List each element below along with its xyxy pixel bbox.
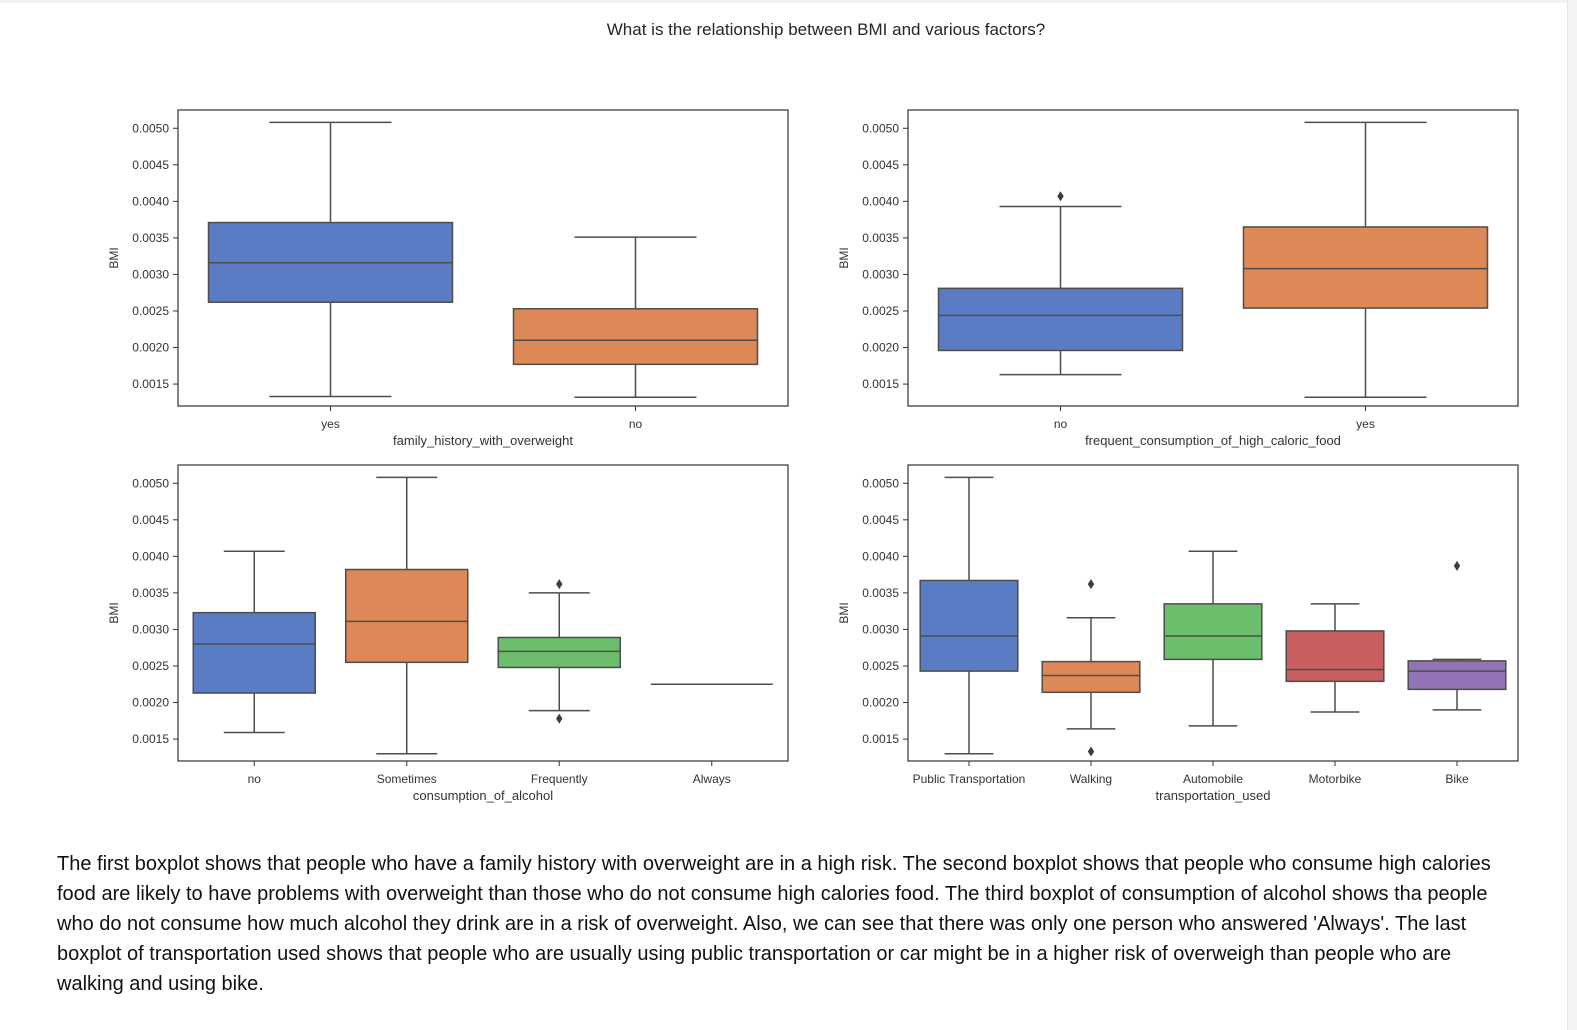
y-tick-label: 0.0025	[862, 659, 899, 673]
y-tick-label: 0.0035	[862, 231, 899, 245]
outlier-point	[1087, 746, 1095, 757]
x-axis-label: family_history_with_overweight	[393, 433, 573, 448]
y-tick-label: 0.0015	[132, 732, 169, 746]
outlier-point	[556, 713, 563, 724]
box	[1041, 660, 1141, 694]
x-tick-label: yes	[321, 417, 340, 431]
x-tick-label: Motorbike	[1309, 772, 1362, 786]
figure: What is the relationship between BMI and…	[107, 20, 1519, 803]
y-tick-label: 0.0040	[132, 194, 169, 208]
boxplot-high-caloric-food: 0.0015 0.0020 0.0025 0.0030 0.0035 0.0040 0.00…	[837, 109, 1519, 448]
plot-frame	[177, 464, 789, 762]
outlier-point	[1453, 560, 1461, 571]
y-tick-label: 0.0020	[132, 341, 169, 355]
y-axis-label: BMI	[107, 602, 121, 623]
x-tick-label: Always	[693, 772, 731, 786]
y-tick-label: 0.0015	[862, 732, 899, 746]
y-tick-label: 0.0015	[862, 377, 899, 391]
y-tick-label: 0.0045	[132, 158, 169, 172]
y-axis-label: BMI	[837, 247, 851, 268]
x-tick-label: Bike	[1445, 772, 1469, 786]
box	[1407, 660, 1507, 691]
x-tick-label: no	[1054, 417, 1068, 431]
x-tick-label: no	[248, 772, 262, 786]
y-tick-label: 0.0025	[132, 304, 169, 318]
y-tick-label: 0.0035	[132, 231, 169, 245]
y-axis-label: BMI	[107, 247, 121, 268]
boxplot-transportation: 0.0015 0.0020 0.0025 0.0030 0.0035 0.0040 0.00…	[837, 464, 1519, 803]
outlier-point	[1087, 579, 1095, 590]
box	[1163, 603, 1263, 661]
x-tick-label: Frequently	[531, 772, 588, 786]
x-tick-label: Walking	[1070, 772, 1112, 786]
outlier-point	[556, 579, 563, 590]
box	[192, 611, 316, 694]
y-tick-label: 0.0025	[862, 304, 899, 318]
boxplot-alcohol: 0.0015 0.0020 0.0025 0.0030 0.0035 0.0040 0.00…	[107, 464, 789, 803]
y-tick-label: 0.0050	[132, 476, 169, 490]
box	[512, 308, 759, 366]
box	[1242, 226, 1489, 309]
plot-frame	[907, 109, 1519, 407]
y-tick-label: 0.0045	[862, 158, 899, 172]
y-tick-label: 0.0015	[132, 377, 169, 391]
y-tick-label: 0.0040	[862, 194, 899, 208]
x-axis-label: transportation_used	[1156, 788, 1271, 803]
figure-title: What is the relationship between BMI and…	[606, 20, 1046, 39]
y-tick-label: 0.0030	[132, 622, 169, 636]
plot-frame	[177, 109, 789, 407]
box	[919, 579, 1019, 672]
x-tick-label: Sometimes	[377, 772, 437, 786]
y-tick-label: 0.0020	[132, 696, 169, 710]
boxplot-family-history: 0.0015 0.0020 0.0025 0.0030 0.0035 0.0040 0.00…	[107, 109, 789, 448]
x-axis-label: consumption_of_alcohol	[413, 788, 553, 803]
y-tick-label: 0.0030	[132, 267, 169, 281]
x-tick-label: Public Transportation	[913, 772, 1026, 786]
y-tick-label: 0.0040	[132, 549, 169, 563]
y-tick-label: 0.0050	[862, 121, 899, 135]
outlier-point	[1057, 191, 1064, 202]
y-tick-label: 0.0045	[862, 513, 899, 527]
box	[207, 221, 454, 303]
box	[937, 287, 1184, 352]
plot-frame	[907, 464, 1519, 762]
y-tick-label: 0.0050	[862, 476, 899, 490]
y-tick-label: 0.0035	[862, 586, 899, 600]
top-border	[0, 0, 1568, 3]
box	[1285, 630, 1385, 683]
y-axis-label: BMI	[837, 602, 851, 623]
y-tick-label: 0.0050	[132, 121, 169, 135]
x-tick-label: no	[629, 417, 643, 431]
box	[345, 568, 469, 664]
y-tick-label: 0.0035	[132, 586, 169, 600]
y-tick-label: 0.0030	[862, 267, 899, 281]
box	[497, 636, 621, 669]
x-tick-label: yes	[1356, 417, 1375, 431]
vertical-scrollbar[interactable]	[1567, 0, 1577, 1030]
y-tick-label: 0.0020	[862, 696, 899, 710]
y-tick-label: 0.0025	[132, 659, 169, 673]
x-tick-label: Automobile	[1183, 772, 1243, 786]
commentary-text: The first boxplot shows that people who …	[57, 853, 1491, 995]
y-tick-label: 0.0030	[862, 622, 899, 636]
y-tick-label: 0.0020	[862, 341, 899, 355]
y-tick-label: 0.0040	[862, 549, 899, 563]
y-tick-label: 0.0045	[132, 513, 169, 527]
x-axis-label: frequent_consumption_of_high_caloric_foo…	[1085, 433, 1341, 448]
